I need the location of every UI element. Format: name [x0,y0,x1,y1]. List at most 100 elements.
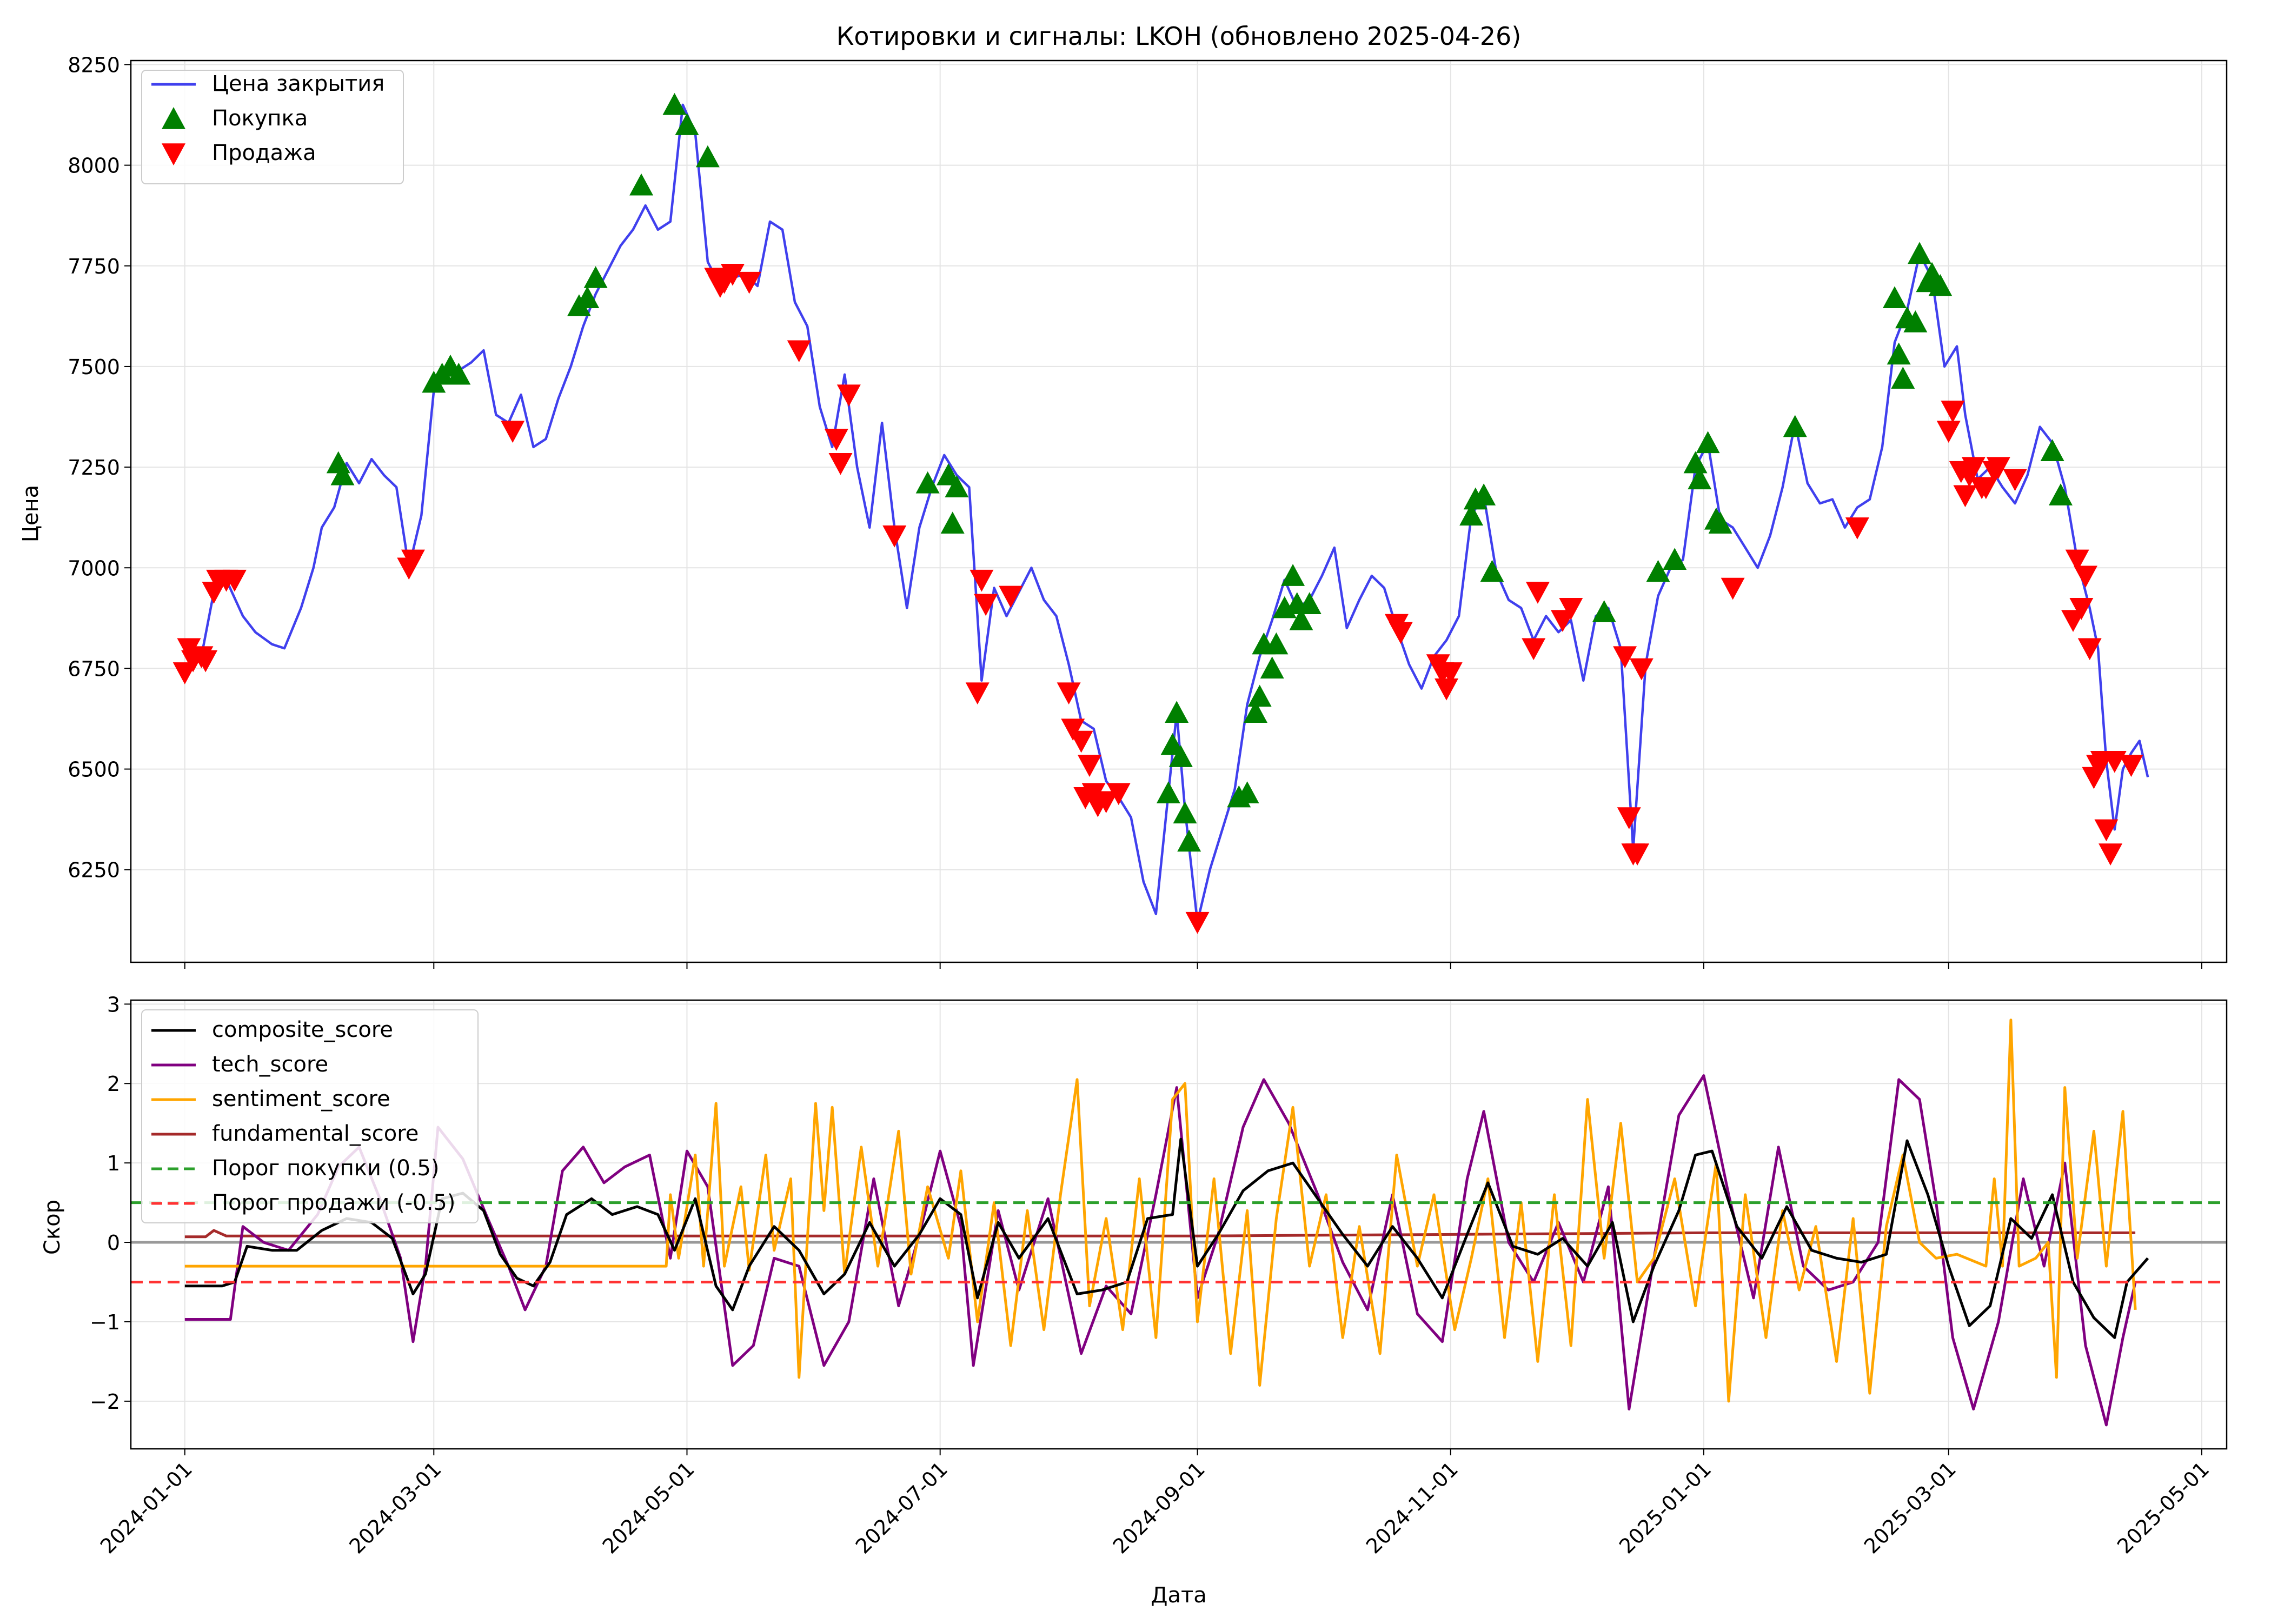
buy-signal-marker [1891,367,1915,389]
score-axis-ylabel: Скор [40,1200,65,1255]
price-frame [130,59,2228,963]
sell-signal-marker [836,384,861,407]
price-ytick-label: 6500 [68,758,120,782]
sell-signal-marker [1845,517,1869,540]
buy-signal-marker [1683,451,1708,474]
buy-signal-marker [1928,274,1953,296]
buy-signal-marker [1646,560,1670,582]
sell-signal-marker [1986,457,2010,480]
sell-signal-marker [501,421,525,443]
buy-signal-marker [2040,439,2064,462]
buy-signal-marker [945,475,969,498]
legend-label-0: composite_score [212,1017,393,1042]
sell-signal-marker [1617,807,1641,829]
buy-signal-marker [1260,656,1284,679]
sell-signal-marker [1438,662,1463,684]
sell-signal-marker [999,585,1023,608]
buy-signal-marker [2048,483,2073,505]
sell-signal-marker [1961,457,1986,480]
score-plot-area [131,1019,2227,1427]
buy-signal-marker [915,471,940,494]
sell-signal-marker [1629,658,1654,681]
buy-signal-marker [1696,431,1720,454]
sell-signal-marker [1094,791,1118,814]
sell-signal-marker [1061,718,1085,741]
fundamental-score-line [184,1229,2136,1239]
legend-label-1: tech_score [212,1052,328,1077]
price-ytick-label: 7500 [68,355,120,379]
score-legend: composite_score tech_score sentiment_score… [141,1009,479,1223]
sell-signal-marker [737,271,761,294]
buy-signal-marker [330,463,355,485]
legend-buy-marker [162,107,185,129]
sell-signal-marker [2119,755,2143,777]
sell-signal-marker [401,549,425,572]
sell-signal-marker [787,340,811,363]
buy-signal-marker [583,266,608,288]
price-legend-frame [141,70,404,184]
score-legend-frame [141,1009,479,1223]
buy-signal-marker [1235,781,1259,803]
sell-signal-marker [222,569,247,592]
sell-signal-marker [1721,577,1745,600]
sell-signal-marker [974,594,998,616]
buy-signal-marker [1908,242,1932,264]
sell-signal-marker [1953,485,1977,508]
chart-title: Котировки и сигналы: LKOH (обновлено 202… [836,22,1522,51]
buy-signal-marker [662,92,687,115]
price-ytick-label: 7000 [68,556,120,580]
buy-signal-marker [1783,415,1807,437]
buy-signal-marker [447,362,471,385]
legend-label-5: Порог продажи (-0.5) [212,1190,455,1215]
sell-signal-marker [1559,598,1583,620]
buy-signal-marker [1882,286,1907,309]
price-axis-ylabel: Цена [18,485,43,542]
sell-signal-marker [1077,755,1101,777]
score-ytick-label: 3 [107,993,120,1016]
buy-signal-marker [1168,745,1193,767]
sell-signal-marker [2074,565,2098,588]
buy-signal-marker [1688,467,1712,490]
score-frame [130,999,2228,1450]
sell-signal-marker [1106,783,1131,806]
price-panel: 6250 6500 6750 7000 7250 7500 7750 8000 8250 Цена… [68,53,2228,969]
buy-signal-marker [1247,684,1272,707]
buy-signal-marker [1708,511,1732,534]
buy-signal-marker [1281,564,1305,586]
buy-signal-marker [1592,600,1616,622]
buy-signal-marker [1472,483,1496,505]
sell-signal-marker [965,682,990,705]
x-axis-label: Дата [1151,1583,1207,1608]
buy-signal-marker [1459,503,1484,526]
buy-signal-marker [1903,310,1928,332]
sell-signal-marker [1389,622,1413,644]
sell-signal-marker [828,452,853,475]
legend-price-label: Цена закрытия [212,71,384,96]
sell-signal-marker [2069,598,2094,620]
sell-signal-marker [1081,783,1106,806]
score-ytick-label: −2 [90,1390,120,1414]
buy-signal-marker [629,173,654,196]
sell-signal-marker [720,263,745,286]
sell-signal-marker [1941,401,1965,423]
legend-label-4: Порог покупки (0.5) [212,1156,439,1181]
sell-signal-marker [1613,646,1637,669]
buy-signal-marker [1173,801,1197,824]
sell-signal-marker [1525,582,1550,604]
sell-signal-marker [1974,477,1998,500]
sell-signal-marker [1057,682,1081,705]
sell-signal-marker [970,569,994,592]
buy-signal-marker [1289,608,1313,630]
sell-signal-marker [1522,638,1546,661]
tech-score-line [184,1074,2137,1427]
buy-signal-marker [1177,829,1201,852]
score-ytick-label: 0 [107,1231,120,1255]
buy-signal-marker [1156,781,1180,803]
sell-signal-marker [177,638,201,661]
legend-label-2: sentiment_score [212,1087,390,1111]
buy-signal-marker [675,113,699,135]
legend-sell-marker [162,143,185,165]
sell-signal-marker [2094,819,2119,842]
